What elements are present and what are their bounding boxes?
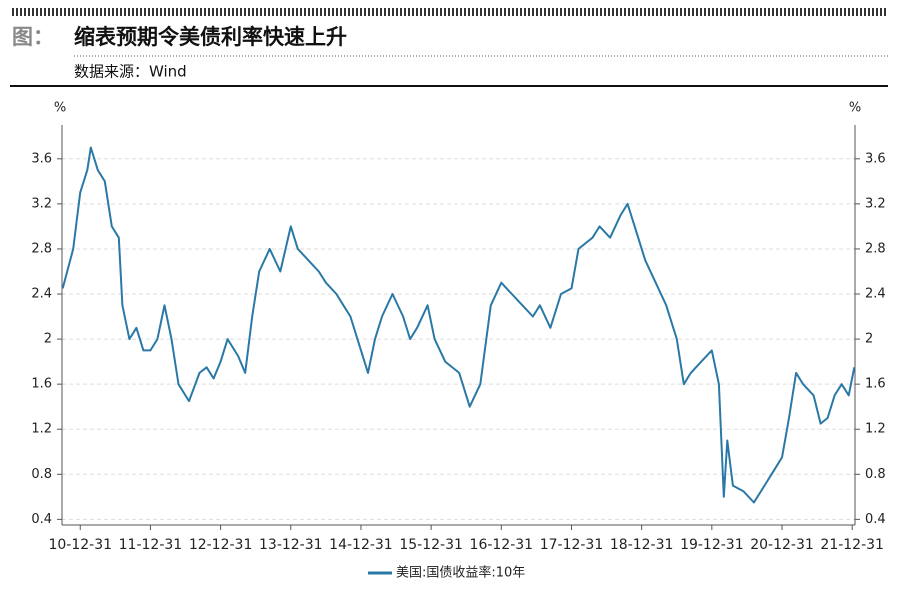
header-stripes	[10, 8, 888, 16]
y-tick-label: 3.2	[31, 196, 52, 211]
x-tick-label: 13-12-31	[259, 537, 323, 553]
y-tick-label: 1.6	[31, 377, 52, 392]
y-axis-unit: %	[54, 101, 66, 116]
y-tick-label: 2.4	[31, 287, 52, 302]
x-tick-label: 17-12-31	[540, 537, 604, 553]
x-tick-label: 12-12-31	[189, 537, 253, 553]
y2-tick-label: 2.8	[865, 241, 886, 256]
y2-tick-label: 1.6	[865, 377, 886, 392]
x-tick-label: 10-12-31	[48, 537, 112, 553]
y-tick-label: 0.4	[31, 512, 52, 527]
series-line	[61, 146, 856, 504]
y-tick-label: 2	[44, 332, 52, 347]
y-tick-label: 3.6	[31, 151, 52, 166]
x-tick-label: 16-12-31	[470, 537, 534, 553]
caption-prefix: 图：	[12, 25, 54, 49]
x-tick-label: 20-12-31	[750, 537, 814, 553]
y2-tick-label: 1.2	[865, 422, 886, 437]
x-tick-label: 11-12-31	[119, 537, 183, 553]
y2-tick-label: 3.6	[865, 151, 886, 166]
y2-tick-label: 3.2	[865, 196, 886, 211]
x-tick-label: 15-12-31	[399, 537, 463, 553]
legend-label: 美国:国债收益率:10年	[396, 565, 525, 581]
y2-tick-label: 0.4	[865, 512, 886, 527]
chart-subtitle: 数据来源：Wind	[74, 63, 187, 81]
x-tick-label: 19-12-31	[680, 537, 744, 553]
y-tick-label: 1.2	[31, 422, 52, 437]
chart-title: 缩表预期令美债利率快速上升	[74, 25, 347, 49]
y2-tick-label: 2	[865, 332, 873, 347]
x-tick-label: 18-12-31	[610, 537, 674, 553]
y-tick-label: 0.8	[31, 467, 52, 482]
y2-axis-unit: %	[849, 101, 861, 116]
x-tick-label: 21-12-31	[820, 537, 884, 553]
y2-tick-label: 0.8	[865, 467, 886, 482]
y-tick-label: 2.8	[31, 241, 52, 256]
x-tick-label: 14-12-31	[329, 537, 393, 553]
y2-tick-label: 2.4	[865, 287, 886, 302]
